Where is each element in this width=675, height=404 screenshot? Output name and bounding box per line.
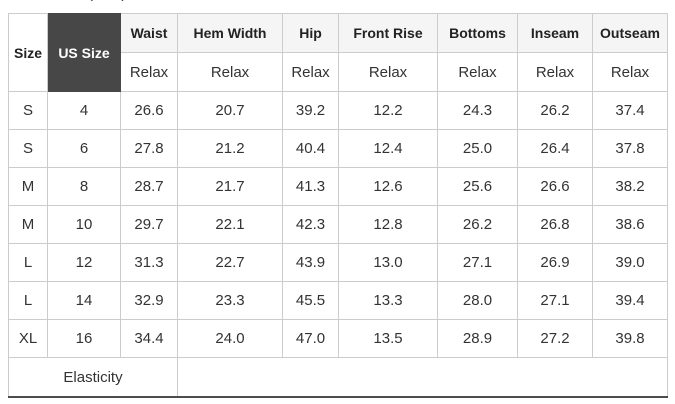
- cell-front-rise: 13.0: [338, 243, 438, 282]
- table-row: XL 16 34.4 24.0 47.0 13.5 28.9 27.2 39.8: [8, 319, 668, 358]
- column-header-inseam: Inseam: [517, 13, 593, 53]
- cell-size: L: [8, 281, 48, 320]
- cell-hip: 45.5: [282, 281, 339, 320]
- table-body: S 4 26.6 20.7 39.2 12.2 24.3 26.2 37.4 S…: [8, 91, 668, 358]
- cell-hem-width: 22.1: [177, 205, 283, 244]
- cell-size: S: [8, 91, 48, 130]
- table-row: M 10 29.7 22.1 42.3 12.8 26.2 26.8 38.6: [8, 205, 668, 244]
- cell-bottoms: 24.3: [437, 91, 518, 130]
- column-header-us-size: US Size: [47, 13, 121, 92]
- cell-waist: 32.9: [120, 281, 178, 320]
- cell-size: M: [8, 167, 48, 206]
- cell-hem-width: 24.0: [177, 319, 283, 358]
- header-row-fit: Relax Relax Relax Relax Relax Relax Rela…: [9, 52, 668, 92]
- cell-inseam: 27.2: [517, 319, 593, 358]
- cell-inseam: 26.6: [517, 167, 593, 206]
- cell-waist: 27.8: [120, 129, 178, 168]
- cell-hem-width: 21.2: [177, 129, 283, 168]
- fit-label-hip: Relax: [282, 52, 339, 92]
- column-header-size: Size: [8, 13, 48, 92]
- column-header-hem-width: Hem Width: [177, 13, 283, 53]
- cell-front-rise: 13.5: [338, 319, 438, 358]
- cell-inseam: 27.1: [517, 281, 593, 320]
- cell-bottoms: 26.2: [437, 205, 518, 244]
- fit-label-outseam: Relax: [592, 52, 668, 92]
- cell-hip: 41.3: [282, 167, 339, 206]
- fit-label-hem-width: Relax: [177, 52, 283, 92]
- cell-bottoms: 25.6: [437, 167, 518, 206]
- cell-hem-width: 20.7: [177, 91, 283, 130]
- cell-waist: 29.7: [120, 205, 178, 244]
- cell-outseam: 39.4: [592, 281, 668, 320]
- table-row: M 8 28.7 21.7 41.3 12.6 25.6 26.6 38.2: [8, 167, 668, 206]
- cell-us-size: 4: [47, 91, 121, 130]
- cell-waist: 31.3: [120, 243, 178, 282]
- elasticity-label: Elasticity: [8, 357, 178, 398]
- cell-hem-width: 22.7: [177, 243, 283, 282]
- cell-hem-width: 21.7: [177, 167, 283, 206]
- cell-outseam: 37.8: [592, 129, 668, 168]
- elasticity-row: Elasticity: [8, 357, 668, 398]
- cell-bottoms: 27.1: [437, 243, 518, 282]
- cell-bottoms: 28.0: [437, 281, 518, 320]
- cell-bottoms: 25.0: [437, 129, 518, 168]
- cell-waist: 34.4: [120, 319, 178, 358]
- fit-label-front-rise: Relax: [338, 52, 438, 92]
- cell-bottoms: 28.9: [437, 319, 518, 358]
- cell-us-size: 6: [47, 129, 121, 168]
- cell-outseam: 39.0: [592, 243, 668, 282]
- cell-size: XL: [8, 319, 48, 358]
- cell-hip: 39.2: [282, 91, 339, 130]
- header-row-main: Size US Size Waist Hem Width Hip Front R…: [8, 13, 668, 92]
- column-header-waist: Waist: [120, 13, 178, 53]
- cell-inseam: 26.9: [517, 243, 593, 282]
- cell-outseam: 39.8: [592, 319, 668, 358]
- fit-label-bottoms: Relax: [437, 52, 518, 92]
- cell-waist: 28.7: [120, 167, 178, 206]
- cell-inseam: 26.8: [517, 205, 593, 244]
- fit-label-inseam: Relax: [517, 52, 593, 92]
- column-header-hip: Hip: [282, 13, 339, 53]
- cell-hip: 47.0: [282, 319, 339, 358]
- cell-front-rise: 13.3: [338, 281, 438, 320]
- table-row: S 4 26.6 20.7 39.2 12.2 24.3 26.2 37.4: [8, 91, 668, 130]
- cell-us-size: 14: [47, 281, 121, 320]
- table-footer: Elasticity: [8, 357, 668, 398]
- cell-waist: 26.6: [120, 91, 178, 130]
- cell-size: L: [8, 243, 48, 282]
- cell-inseam: 26.4: [517, 129, 593, 168]
- cell-outseam: 37.4: [592, 91, 668, 130]
- column-header-front-rise: Front Rise: [338, 13, 438, 53]
- table-row: L 12 31.3 22.7 43.9 13.0 27.1 26.9 39.0: [8, 243, 668, 282]
- column-header-outseam: Outseam: [592, 13, 668, 53]
- cell-size: S: [8, 129, 48, 168]
- column-header-bottoms: Bottoms: [437, 13, 518, 53]
- size-chart-table: Size US Size Waist Hem Width Hip Front R…: [8, 13, 668, 398]
- cell-size: M: [8, 205, 48, 244]
- cell-inseam: 26.2: [517, 91, 593, 130]
- cell-outseam: 38.2: [592, 167, 668, 206]
- cell-us-size: 8: [47, 167, 121, 206]
- cell-hip: 43.9: [282, 243, 339, 282]
- cell-front-rise: 12.6: [338, 167, 438, 206]
- cell-front-rise: 12.2: [338, 91, 438, 130]
- cell-outseam: 38.6: [592, 205, 668, 244]
- cell-front-rise: 12.8: [338, 205, 438, 244]
- page-title-cutoff: (Inch): [88, 0, 126, 2]
- cell-us-size: 10: [47, 205, 121, 244]
- table-row: L 14 32.9 23.3 45.5 13.3 28.0 27.1 39.4: [8, 281, 668, 320]
- table-header: Size US Size Waist Hem Width Hip Front R…: [8, 13, 668, 92]
- table-row: S 6 27.8 21.2 40.4 12.4 25.0 26.4 37.8: [8, 129, 668, 168]
- cell-hip: 40.4: [282, 129, 339, 168]
- cell-us-size: 16: [47, 319, 121, 358]
- elasticity-value: [177, 357, 668, 398]
- cell-us-size: 12: [47, 243, 121, 282]
- cell-hip: 42.3: [282, 205, 339, 244]
- fit-label-waist: Relax: [120, 52, 178, 92]
- cell-front-rise: 12.4: [338, 129, 438, 168]
- cell-hem-width: 23.3: [177, 281, 283, 320]
